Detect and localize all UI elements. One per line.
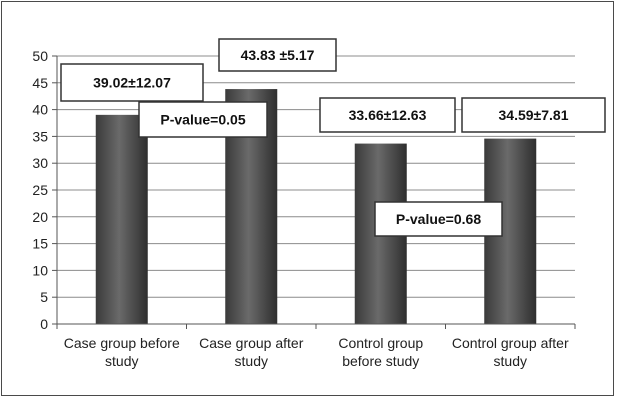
annotation-text: 39.02±12.07: [93, 75, 171, 91]
y-tick-label: 40: [32, 102, 48, 118]
x-axis-ticks: Case group before study Case group after st…: [64, 335, 569, 369]
y-tick-label: 10: [32, 262, 48, 278]
y-tick-label: 20: [32, 209, 48, 225]
annotation-text: 34.59±7.81: [499, 107, 569, 123]
y-tick-label: 25: [32, 182, 48, 198]
value-label-box: 39.02±12.07: [60, 63, 204, 102]
p-value-box: P-value=0.05: [138, 101, 268, 138]
y-tick-label: 35: [32, 128, 48, 144]
x-tick-label: Case group before study: [64, 335, 180, 369]
x-tick-label: Case group after study: [199, 335, 304, 369]
annotation-text: P-value=0.68: [396, 211, 481, 227]
annotation-text: 43.83 ±5.17: [241, 47, 315, 63]
annotation-text: P-value=0.05: [160, 112, 245, 128]
annotations: 39.02±12.07 43.83 ±5.17 33.66±12.63 34.59±7…: [60, 38, 606, 237]
y-axis-ticks: 0 5 10 15 20 25 30 35 40 45 50: [32, 48, 57, 332]
y-tick-label: 0: [40, 316, 48, 332]
value-label-box: 43.83 ±5.17: [218, 38, 337, 72]
x-tick-label: Control group after study: [452, 335, 569, 369]
annotation-text: 33.66±12.63: [349, 107, 427, 123]
y-tick-label: 5: [40, 289, 48, 305]
bar: [95, 114, 148, 324]
y-tick-label: 30: [32, 155, 48, 171]
x-tick-label: Control group before study: [338, 335, 423, 369]
y-tick-label: 15: [32, 236, 48, 252]
axes: [56, 56, 576, 329]
p-value-box: P-value=0.68: [374, 201, 503, 237]
y-tick-label: 50: [32, 48, 48, 64]
value-label-box: 33.66±12.63: [319, 97, 456, 133]
value-label-box: 34.59±7.81: [461, 97, 606, 133]
y-tick-label: 45: [32, 75, 48, 91]
